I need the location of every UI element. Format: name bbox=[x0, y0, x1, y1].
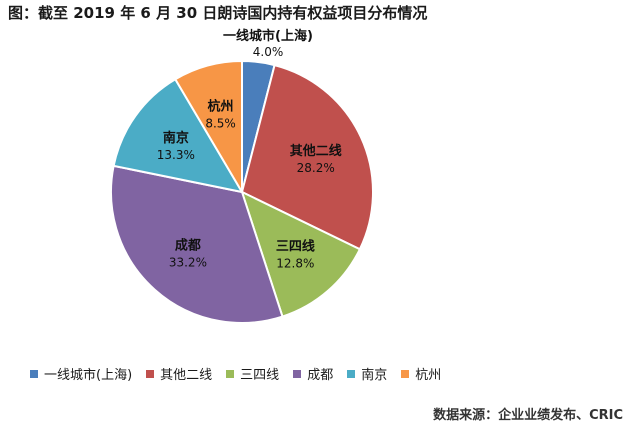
slice-label-1: 其他二线 bbox=[290, 143, 342, 159]
pie-slice-1 bbox=[240, 63, 374, 251]
legend-label-4: 南京 bbox=[361, 368, 388, 383]
legend-item-4: 南京 bbox=[347, 364, 387, 383]
legend-swatch-1 bbox=[146, 369, 155, 378]
slice-label-5: 杭州 bbox=[208, 99, 234, 115]
source-note: 数据来源：企业业绩发布、CRIC bbox=[433, 408, 623, 423]
slice-label-4: 南京 bbox=[163, 130, 189, 146]
legend-item-3: 成都 bbox=[293, 364, 333, 383]
legend-swatch-2 bbox=[226, 369, 235, 378]
legend-item-1: 其他二线 bbox=[146, 364, 212, 383]
pie-slice-3 bbox=[110, 164, 284, 324]
pie-slice-2 bbox=[240, 190, 362, 318]
legend-label-1: 其他二线 bbox=[160, 368, 213, 383]
chart-title: 图：截至 2019 年 6 月 30 日朗诗国内持有权益项目分布情况 bbox=[8, 4, 428, 22]
slice-value-0: 4.0% bbox=[253, 45, 284, 59]
slice-value-4: 13.3% bbox=[157, 148, 195, 162]
legend-swatch-0 bbox=[30, 369, 38, 378]
pie-slice-5 bbox=[173, 59, 243, 196]
legend: 一线城市(上海) 其他二线 三四线 成都 南京 杭州 bbox=[30, 364, 441, 383]
slice-value-1: 28.2% bbox=[297, 161, 335, 175]
legend-item-0: 一线城市(上海) bbox=[30, 364, 132, 383]
legend-label-5: 杭州 bbox=[415, 368, 442, 383]
pie-slice-4 bbox=[112, 77, 245, 194]
legend-label-3: 成都 bbox=[307, 368, 334, 383]
legend-swatch-4 bbox=[347, 369, 356, 378]
legend-item-5: 杭州 bbox=[401, 364, 441, 383]
legend-swatch-5 bbox=[401, 369, 410, 378]
slice-label-2: 三四线 bbox=[276, 238, 315, 254]
legend-item-2: 三四线 bbox=[226, 364, 279, 383]
legend-swatch-3 bbox=[293, 369, 302, 378]
legend-label-0: 一线城市(上海) bbox=[44, 368, 133, 383]
slice-label-3: 成都 bbox=[175, 238, 201, 254]
slice-value-3: 33.2% bbox=[169, 256, 207, 270]
legend-label-2: 三四线 bbox=[240, 368, 280, 383]
pie-chart: 一线城市(上海)4.0% 其他二线 28.2% 三四线 12.8% 成都 33.2% 南京 13… bbox=[110, 28, 374, 324]
slice-value-5: 8.5% bbox=[205, 117, 236, 131]
slice-value-2: 12.8% bbox=[276, 256, 314, 270]
slice-label-0: 一线城市(上海) bbox=[223, 28, 313, 44]
